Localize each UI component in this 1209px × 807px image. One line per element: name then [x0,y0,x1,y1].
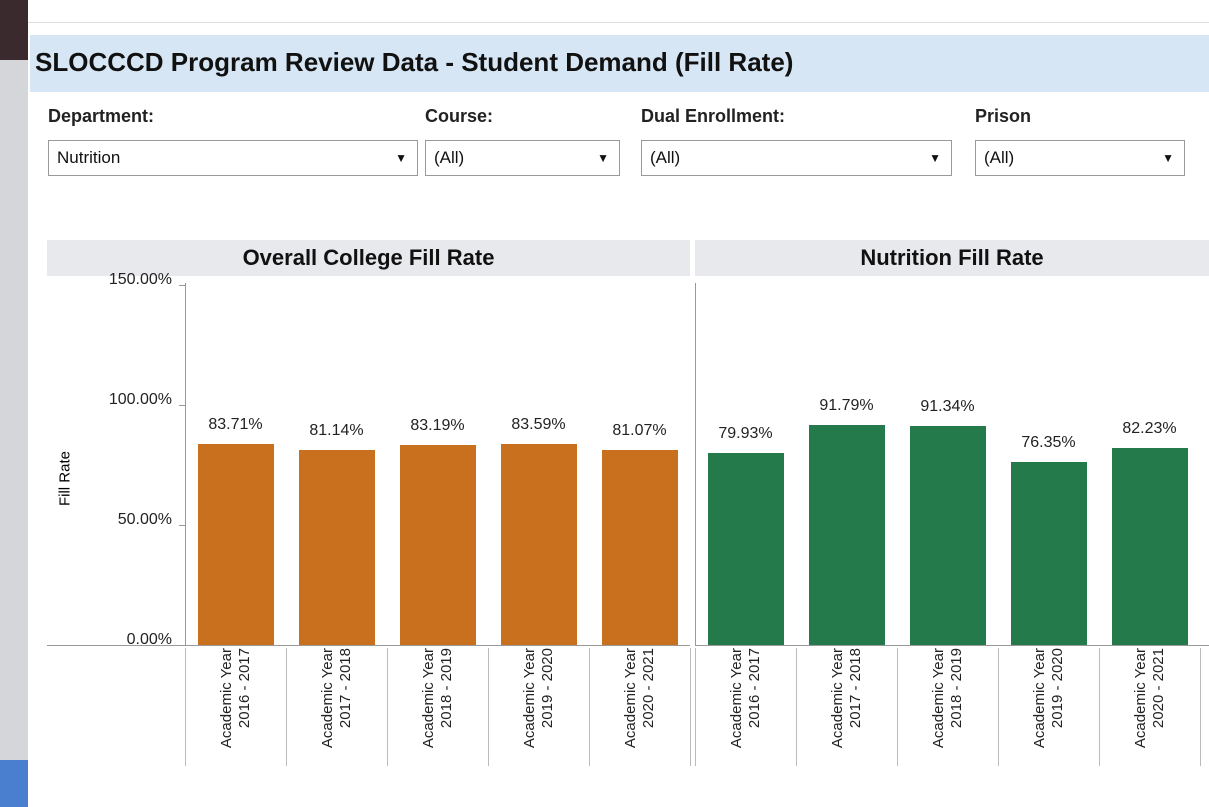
category-divider [998,648,999,766]
value-label: 91.79% [819,396,874,414]
dropdown[interactable]: (All) ▼ [975,140,1185,176]
value-label: 76.35% [1021,433,1076,451]
value-label: 81.14% [309,422,364,440]
dropdown-value: (All) [434,148,465,167]
x-tick-label: Academic Year 2017 - 2018 [828,648,864,749]
dropdown-value: (All) [650,148,681,167]
side-tab [0,760,28,807]
value-label: 83.19% [410,417,465,435]
bar [601,450,678,645]
category-divider [387,648,388,766]
x-tick-label: Academic Year 2017 - 2018 [318,648,354,749]
title-bar: SLOCCCD Program Review Data - Student De… [30,35,1209,92]
bar [909,425,986,645]
dropdown-value: (All) [984,148,1015,167]
filter-label: Prison [975,106,1032,126]
value-label: 82.23% [1122,419,1177,437]
x-tick-label: Academic Year 2020 - 2021 [1131,648,1167,749]
y-tick-label: 150.00% [108,271,172,288]
baseline [695,645,1209,646]
value-label: 83.71% [208,416,263,434]
panel-header: Overall College Fill Rate [47,240,690,276]
dropdown-arrow: ▼ [597,151,609,165]
panel-border [185,283,186,645]
bar [298,450,375,645]
dropdown-value: Nutrition [57,148,121,167]
dropdown-arrow: ▼ [1162,151,1174,165]
y-tick-label: 100.00% [108,391,172,408]
value-label: 83.59% [511,416,566,434]
filter-label: Department: [48,106,155,126]
title: SLOCCCD Program Review Data - Student De… [35,47,794,77]
value-label: 81.07% [612,422,667,440]
dropdown-arrow: ▼ [395,151,407,165]
panel-header: Nutrition Fill Rate [695,240,1209,276]
bar [197,444,274,645]
bar [1111,447,1188,645]
y-tick-label: 0.00% [126,631,172,648]
top-rule [28,22,1209,23]
category-divider [286,648,287,766]
x-tick-label: Academic Year 2016 - 2017 [727,648,763,749]
x-tick-label: Academic Year 2016 - 2017 [217,648,253,749]
category-divider [1200,648,1201,766]
category-divider [690,648,691,766]
x-tick-label: Academic Year 2020 - 2021 [621,648,657,749]
x-tick-label: Academic Year 2018 - 2019 [419,648,455,749]
y-tick [179,405,185,406]
category-divider [796,648,797,766]
x-tick-label: Academic Year 2019 - 2020 [1030,648,1066,749]
side-thumb [0,0,28,60]
bar [808,424,885,645]
value-label: 91.34% [920,397,975,415]
bar [500,444,577,645]
y-axis-label: Fill Rate [56,451,74,507]
category-divider [897,648,898,766]
y-tick-label: 50.00% [117,511,172,528]
panel-border [695,283,696,645]
bar [707,453,784,645]
category-divider [695,648,696,766]
x-tick-label: Academic Year 2018 - 2019 [929,648,965,749]
dropdown[interactable]: Nutrition ▼ [48,140,418,176]
y-tick [179,285,185,286]
y-tick [179,525,185,526]
filter-label: Dual Enrollment: [641,106,786,126]
x-tick-label: Academic Year 2019 - 2020 [520,648,556,749]
category-divider [589,648,590,766]
dropdown-arrow: ▼ [929,151,941,165]
category-divider [1099,648,1100,766]
baseline [47,645,690,646]
dropdown[interactable]: (All) ▼ [425,140,620,176]
category-divider [488,648,489,766]
bar [399,445,476,645]
value-label: 79.93% [718,425,773,443]
bar [1010,461,1087,645]
category-divider [185,648,186,766]
side-strip [0,0,28,807]
y-tick [179,645,185,646]
dropdown[interactable]: (All) ▼ [641,140,952,176]
filter-label: Course: [425,106,494,126]
